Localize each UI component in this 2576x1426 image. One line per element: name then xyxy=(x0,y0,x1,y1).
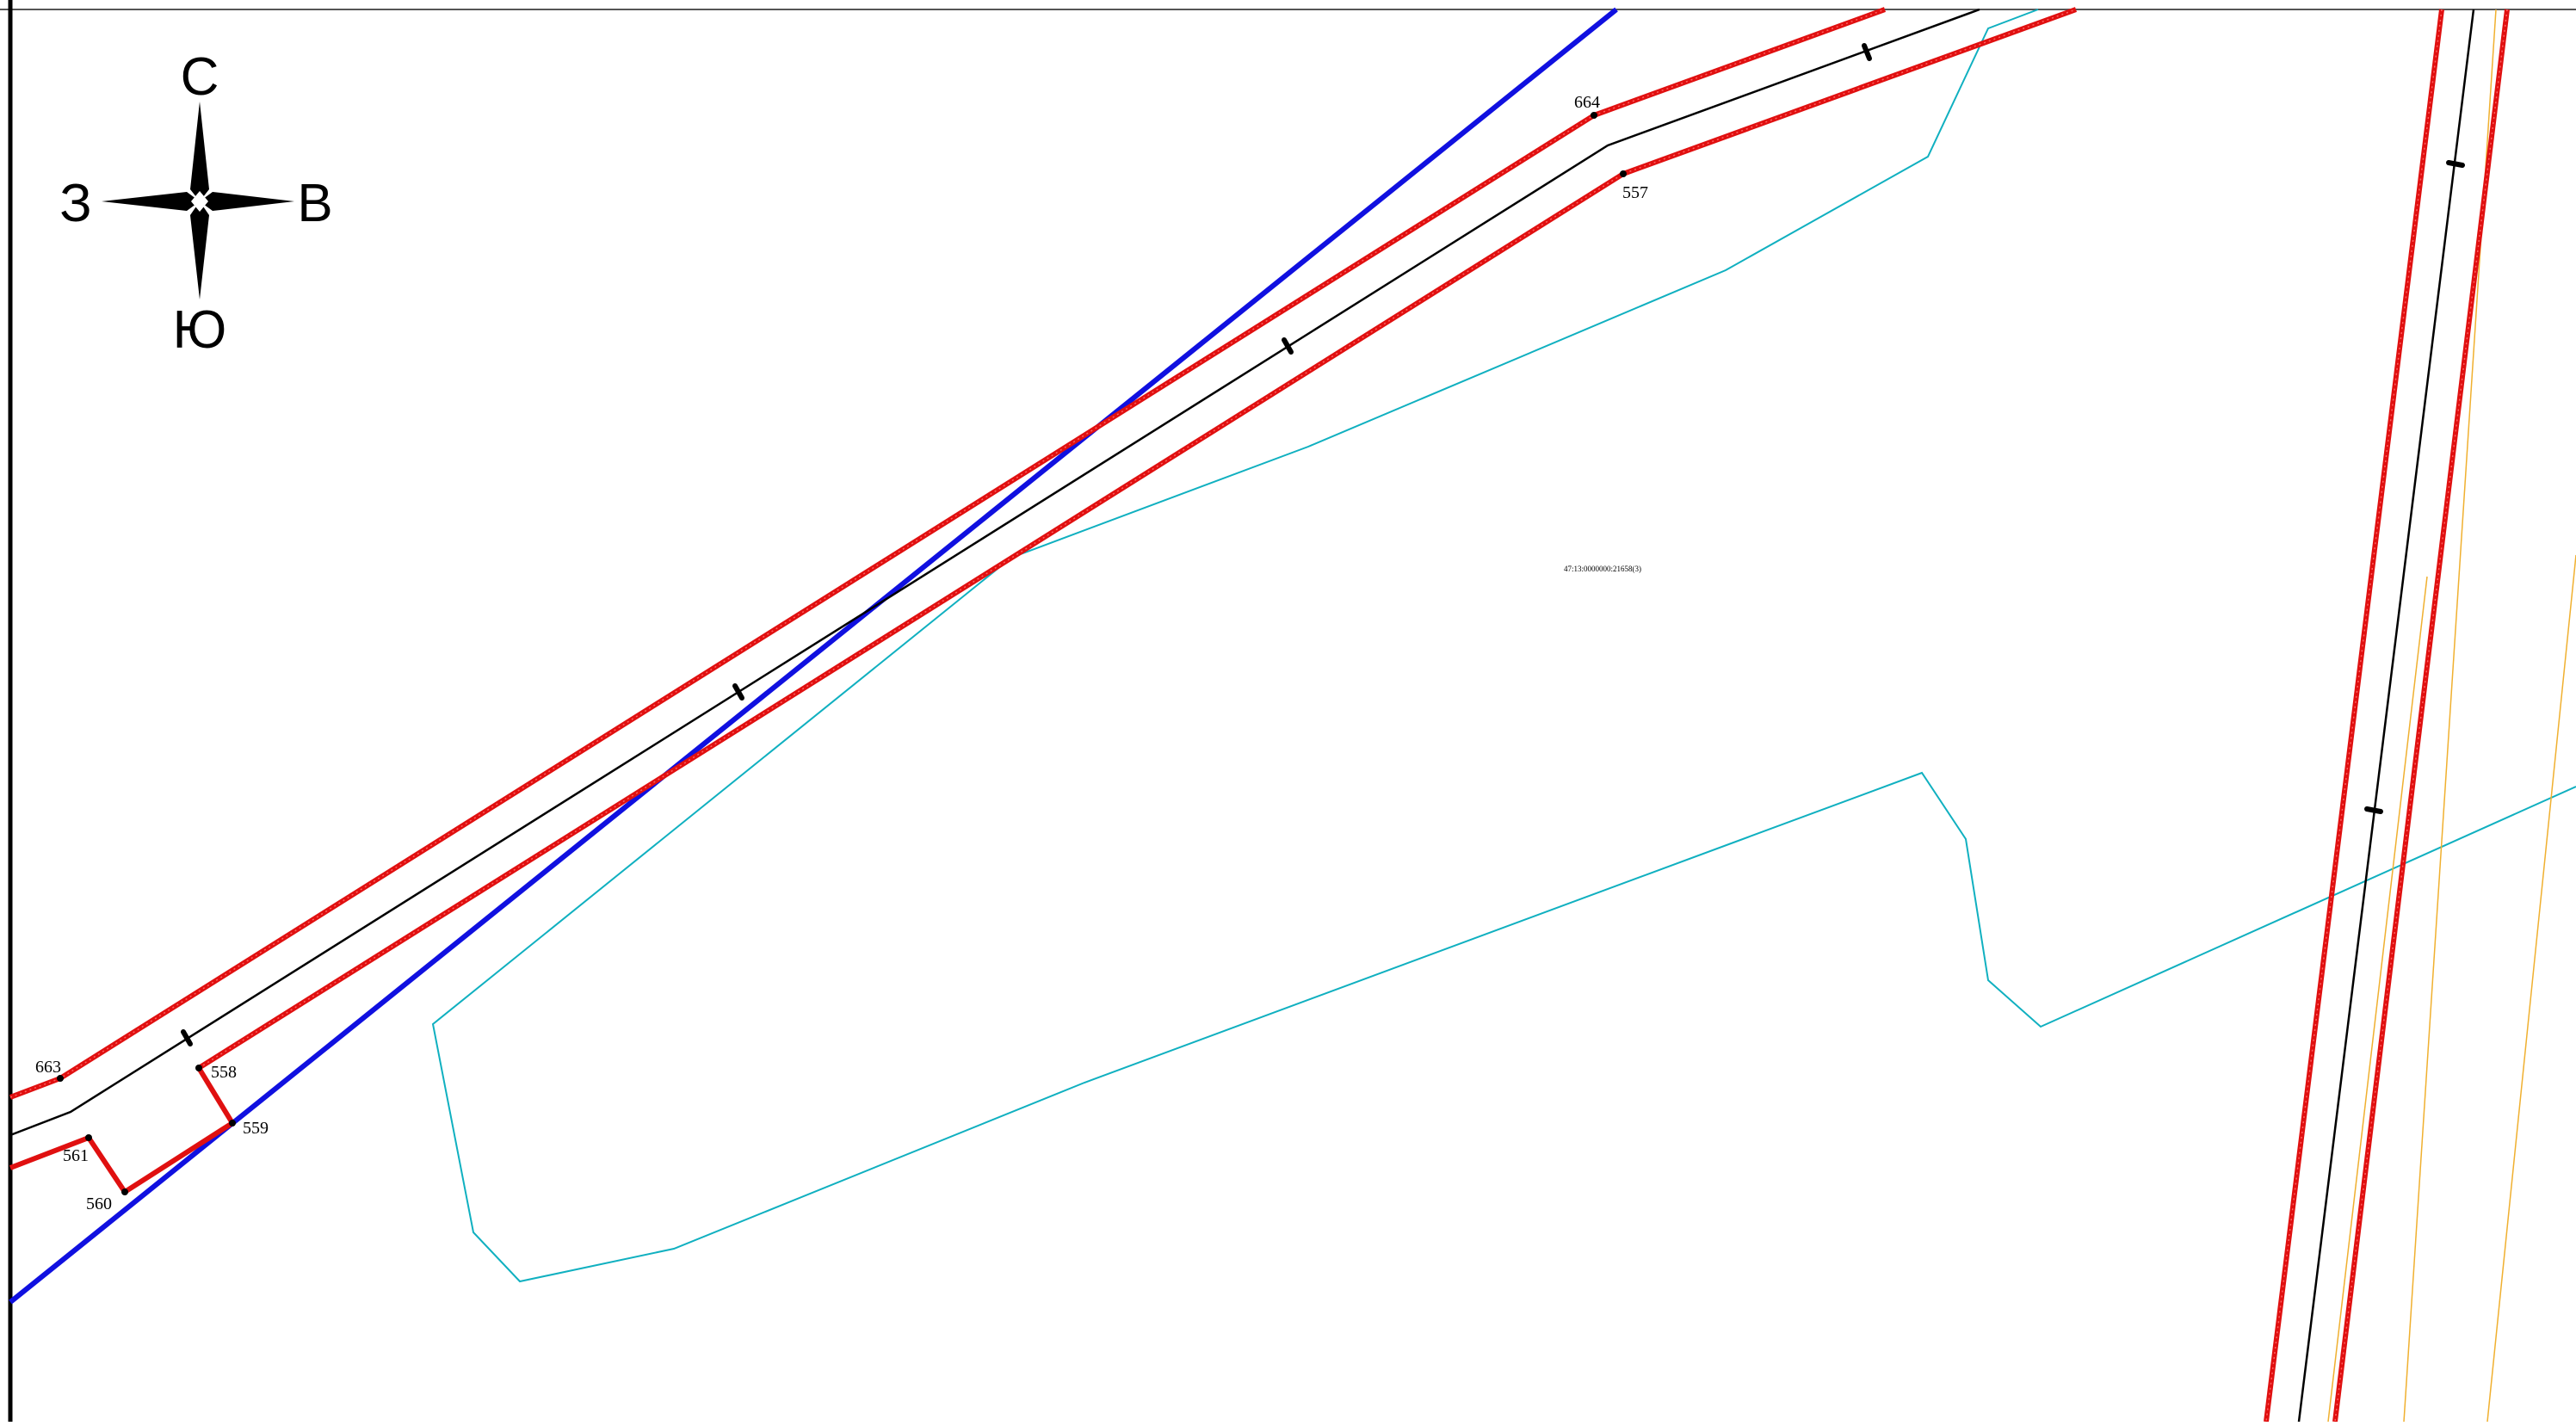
compass-south-label: Ю xyxy=(173,300,227,360)
compass-east-label: В xyxy=(297,174,332,233)
axis-tick xyxy=(2364,806,2383,814)
yellow-line-2 xyxy=(2486,554,2576,1423)
compass-south-arrow xyxy=(190,201,209,299)
red-boundary-upper xyxy=(9,7,1887,1100)
point-marker-664 xyxy=(1591,112,1597,119)
point-label-560: 560 xyxy=(86,1195,112,1213)
compass-north-arrow xyxy=(190,102,209,201)
red-boundaries xyxy=(9,7,2510,1423)
compass-center-highlight xyxy=(191,191,208,212)
point-label-559: 559 xyxy=(243,1119,269,1138)
point-marker-663 xyxy=(57,1075,64,1082)
compass-rose: С Ю З В xyxy=(59,47,332,360)
compass-east-arrow xyxy=(200,192,294,211)
axis-tick xyxy=(732,683,744,701)
point-label-558: 558 xyxy=(211,1063,237,1082)
red-boundary-right-2 xyxy=(2332,9,2510,1423)
point-marker-561 xyxy=(85,1134,92,1141)
axis-tick xyxy=(2446,160,2465,168)
point-label-561: 561 xyxy=(63,1146,89,1165)
compass-west-label: З xyxy=(59,174,91,233)
point-marker-558 xyxy=(195,1065,202,1071)
point-marker-559 xyxy=(229,1120,236,1127)
compass-west-arrow xyxy=(102,192,200,211)
axis-tick xyxy=(1862,43,1872,61)
red-boundary-upper-dots xyxy=(9,9,1886,1098)
parcel-boundary-upper xyxy=(431,9,2576,1283)
parcel-cadastral-label: 47:13:0000000:21658(3) xyxy=(1564,565,1641,573)
boundary-point-markers xyxy=(57,112,1627,1195)
axis-ticks xyxy=(181,43,2465,1046)
red-boundary-lower xyxy=(197,7,2078,1071)
point-label-663: 663 xyxy=(35,1058,61,1077)
compass-north-label: С xyxy=(181,47,219,107)
point-marker-557 xyxy=(1620,170,1627,177)
red-boundary-dots xyxy=(9,9,2508,1423)
point-label-664: 664 xyxy=(1574,93,1600,112)
axis-tick xyxy=(1282,337,1294,355)
axis-line-diagonal xyxy=(9,8,1980,1137)
point-marker-560 xyxy=(121,1188,128,1195)
blue-road-line xyxy=(9,7,1618,1305)
red-boundary-right-1 xyxy=(2264,9,2444,1423)
point-label-557: 557 xyxy=(1622,183,1648,202)
axis-tick xyxy=(181,1029,193,1046)
axis-line-vertical xyxy=(2297,9,2475,1423)
red-boundary-lower-dots xyxy=(198,9,2077,1069)
yellow-line-3 xyxy=(2327,576,2428,1423)
